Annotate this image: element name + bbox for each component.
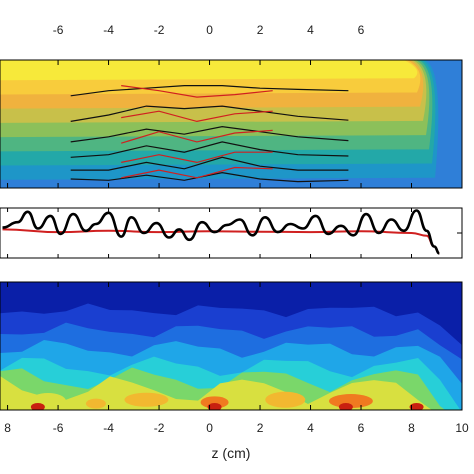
black-series-line [2,209,440,255]
black-profile-line [70,84,349,97]
red-profile-line [121,166,273,179]
bottom-warm-region [200,396,229,409]
bottom-hot-spot [409,403,424,410]
bottom-panel-frame [0,281,463,411]
bottom-hot-spot [30,403,45,410]
middle-series-lines [2,209,440,255]
bottom-tick-label: -6 [53,421,64,435]
bottom-axis-ticks: 8 -6 -4 -2 0 2 4 6 8 10 [4,282,469,435]
black-profile-line [70,105,349,122]
middle-axis-ticks [7,208,463,258]
top-profile-lines [70,84,349,183]
bottom-tick-label: 2 [257,421,264,435]
bottom-hot-spot [207,403,222,410]
top-contour-panel: -6 -4 -2 0 2 4 6 [0,23,463,189]
red-profile-line [121,110,273,123]
bottom-tick-label: 10 [455,421,469,435]
black-profile-line [70,141,349,158]
black-profile-line [70,156,349,171]
red-profile-line [121,129,273,144]
top-panel-bottom-ticks [7,183,463,188]
bottom-tick-label: 8 [4,421,11,435]
bottom-warm-region [85,398,106,409]
top-tick-label: -4 [103,23,114,37]
top-contour-fill [0,60,462,188]
bottom-hot-spot [338,403,353,410]
top-contour-level [0,60,418,81]
bottom-tick-label: 6 [358,421,365,435]
top-tick-label: -6 [53,23,64,37]
red-profile-line [121,151,273,164]
top-tick-label: 4 [307,23,314,37]
top-tick-label: 2 [257,23,264,37]
x-axis-label: z (cm) [212,445,251,461]
bottom-tick-label: 8 [408,421,415,435]
top-tick-label: 6 [358,23,365,37]
bottom-warm-region [328,394,373,409]
bottom-tick-label: -2 [154,421,165,435]
bottom-warm-region [124,392,169,407]
middle-line-panel [0,207,463,259]
red-profile-line [121,85,273,98]
top-tick-label: -2 [154,23,165,37]
black-profile-line [70,125,349,143]
red-series-line [2,228,440,255]
bottom-contour-panel: 8 -6 -4 -2 0 2 4 6 8 10 [0,281,469,435]
top-tick-label: 0 [206,23,213,37]
bottom-contour-fill [0,282,462,410]
top-axis-ticks: -6 -4 -2 0 2 4 6 [53,23,365,65]
top-panel-frame [0,59,463,189]
bottom-tick-label: 0 [206,421,213,435]
bottom-tick-label: 4 [307,421,314,435]
bottom-tick-label: -4 [103,421,114,435]
bottom-warm-region [265,391,306,408]
